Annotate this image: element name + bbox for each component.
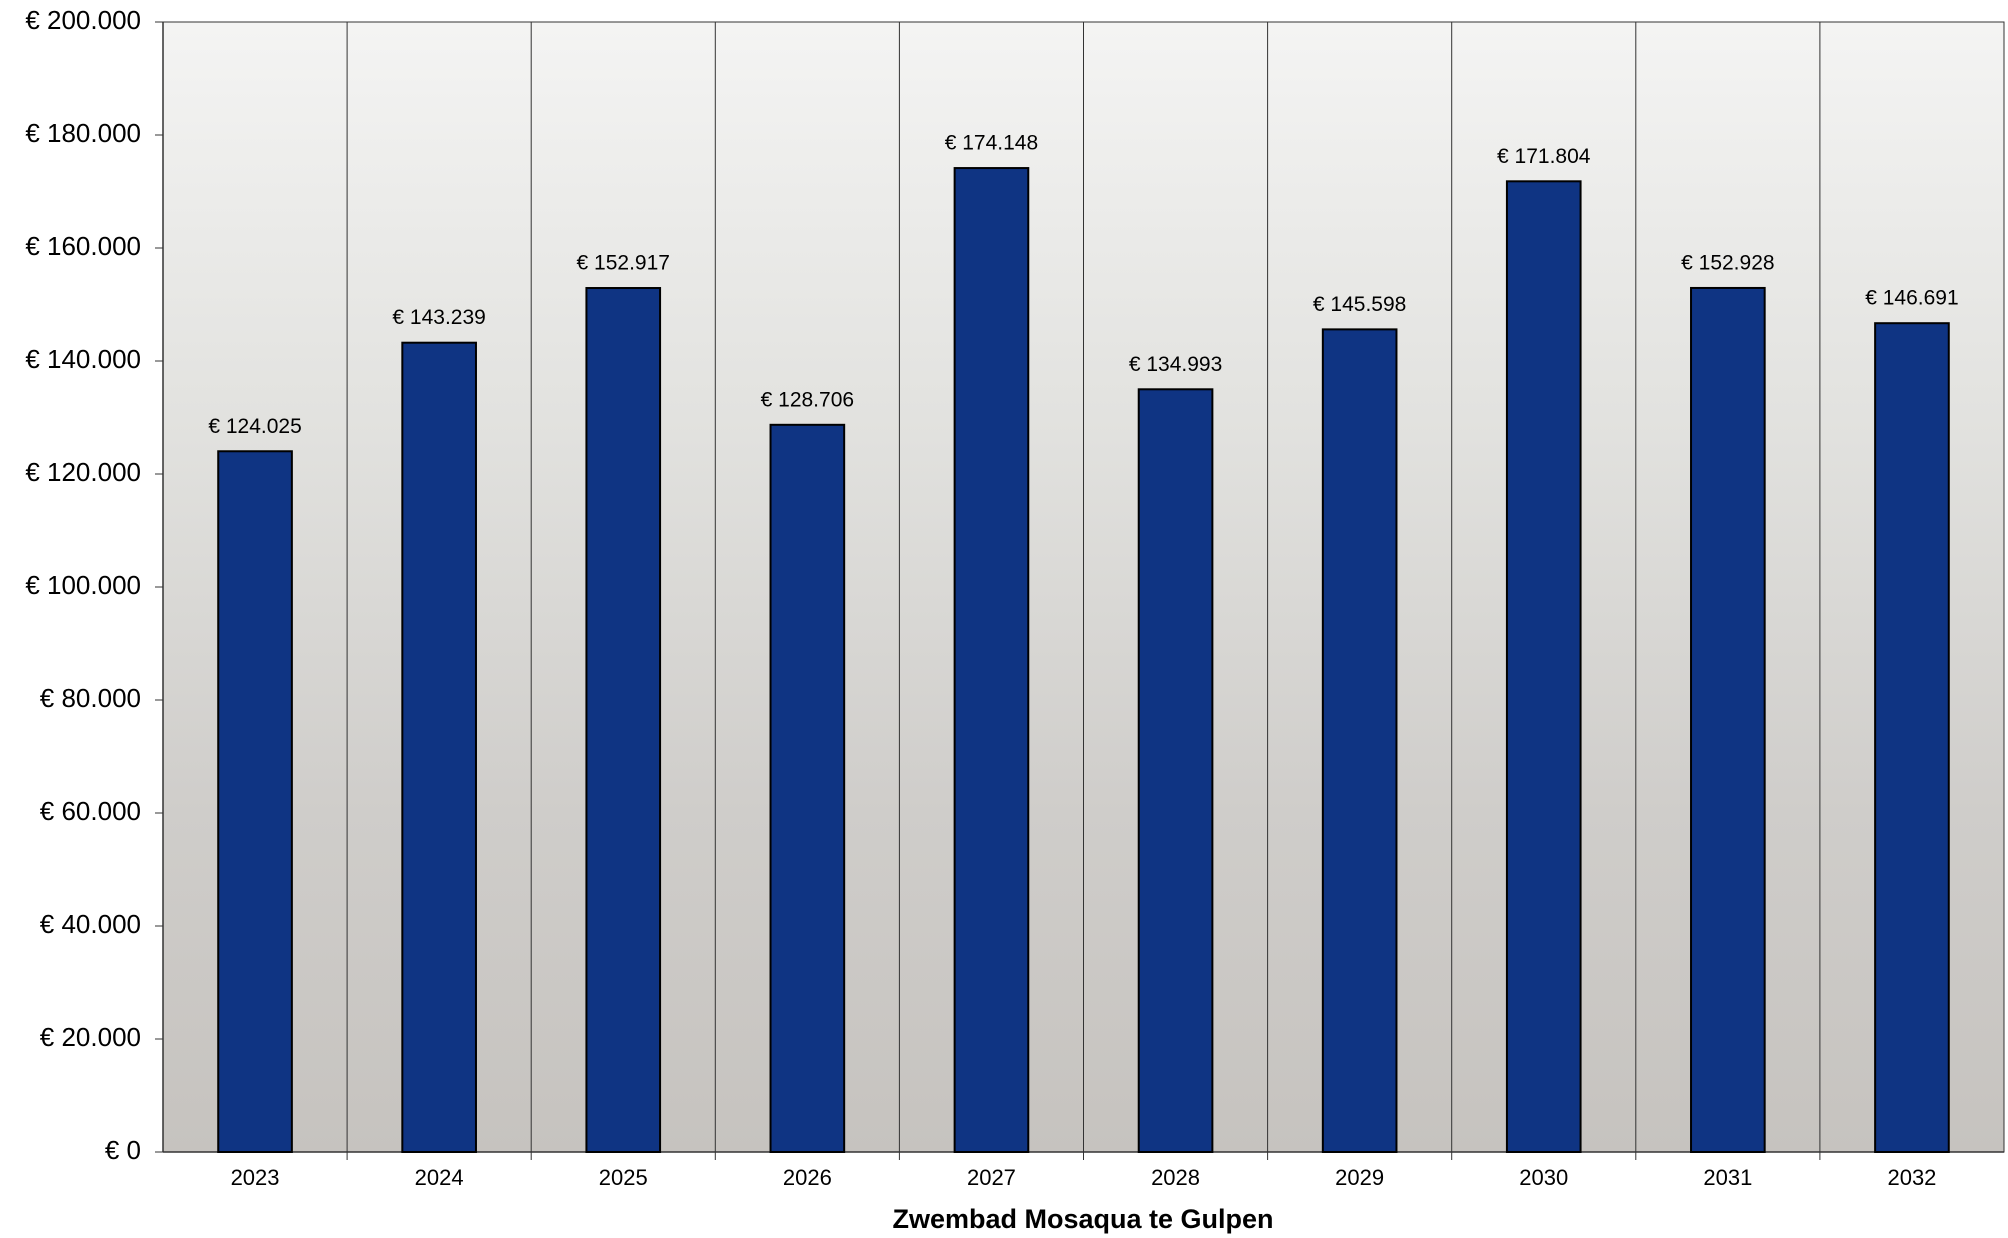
- y-tick-label: € 0: [105, 1135, 141, 1165]
- x-tick-label: 2028: [1151, 1165, 1200, 1190]
- x-tick-label: 2029: [1335, 1165, 1384, 1190]
- x-tick-label: 2031: [1703, 1165, 1752, 1190]
- bar: [401, 341, 477, 1153]
- x-tick-label: 2023: [231, 1165, 280, 1190]
- x-tick-label: 2030: [1519, 1165, 1568, 1190]
- value-label: € 134.993: [1129, 353, 1222, 376]
- bar: [1690, 286, 1766, 1153]
- bar: [1505, 180, 1582, 1154]
- y-tick-label: € 180.000: [25, 118, 141, 148]
- y-tick-label: € 160.000: [25, 231, 141, 261]
- bar: [769, 423, 846, 1153]
- y-tick-label: € 80.000: [40, 683, 141, 713]
- value-label: € 174.148: [945, 132, 1038, 155]
- bar: [585, 287, 662, 1154]
- value-label: € 143.239: [392, 306, 485, 329]
- value-label: € 152.928: [1681, 252, 1774, 275]
- bar: [1321, 328, 1398, 1154]
- value-label: € 146.691: [1865, 287, 1958, 310]
- value-label: € 171.804: [1497, 145, 1591, 168]
- bar: [953, 167, 1030, 1154]
- value-label: € 145.598: [1313, 293, 1406, 316]
- x-axis-title: Zwembad Mosaqua te Gulpen: [892, 1204, 1273, 1234]
- y-tick-label: € 140.000: [25, 344, 141, 374]
- x-tick-label: 2027: [967, 1165, 1016, 1190]
- y-tick-label: € 20.000: [40, 1022, 141, 1052]
- bar: [1137, 388, 1214, 1153]
- bar: [1874, 322, 1950, 1153]
- value-label: € 128.706: [761, 388, 854, 411]
- x-tick-label: 2026: [783, 1165, 832, 1190]
- value-label: € 152.917: [577, 252, 670, 275]
- x-tick-label: 2025: [599, 1165, 648, 1190]
- y-tick-label: € 60.000: [40, 796, 141, 826]
- y-tick-label: € 40.000: [40, 909, 141, 939]
- y-tick-label: € 200.000: [25, 5, 141, 35]
- bar: [217, 450, 293, 1154]
- x-tick-label: 2024: [415, 1165, 464, 1190]
- value-label: € 124.025: [208, 415, 301, 438]
- x-tick-label: 2032: [1887, 1165, 1936, 1190]
- y-tick-label: € 100.000: [25, 570, 141, 600]
- y-tick-label: € 120.000: [25, 457, 141, 487]
